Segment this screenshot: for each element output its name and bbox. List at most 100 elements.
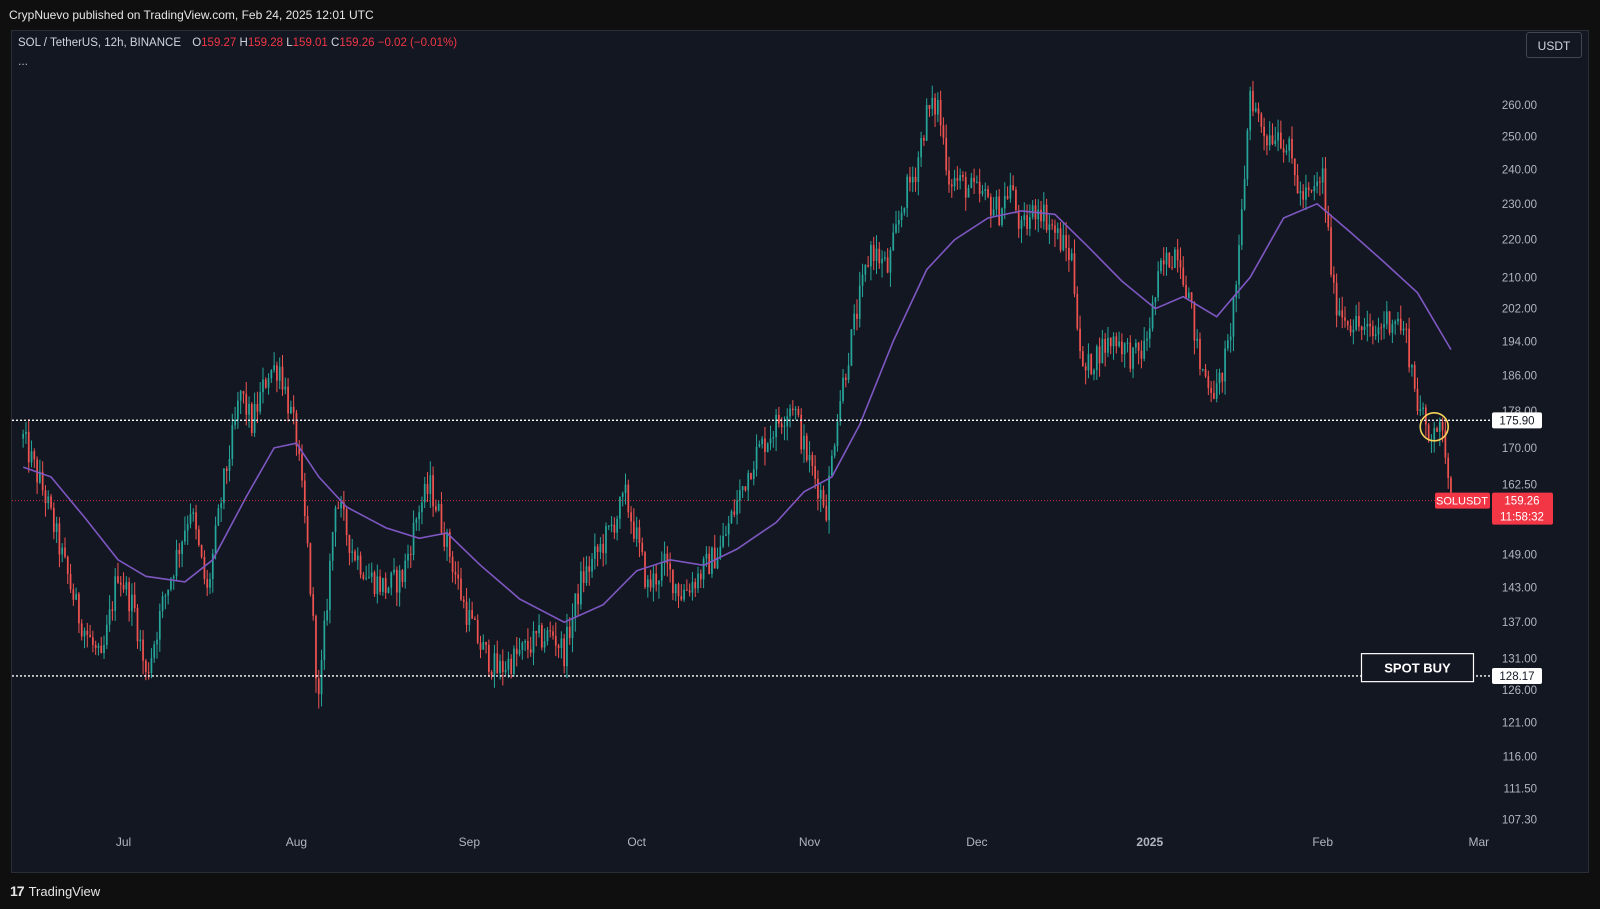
candle-body <box>607 525 610 527</box>
candle-body <box>546 630 549 642</box>
candle <box>97 642 100 656</box>
candle-body <box>914 176 917 182</box>
candle-body <box>1310 189 1313 192</box>
candle <box>1174 246 1176 269</box>
candle <box>931 85 934 117</box>
candle-body <box>22 434 25 439</box>
candle-body <box>295 412 298 446</box>
candle <box>1369 313 1371 337</box>
candle <box>976 175 978 184</box>
candle <box>610 515 613 533</box>
candle <box>1224 340 1226 395</box>
candle <box>197 525 200 547</box>
time-axis-tick: 2025 <box>1136 835 1163 849</box>
candle <box>1162 247 1165 276</box>
candle-body <box>1148 328 1151 339</box>
candle <box>549 621 552 638</box>
candle <box>1324 156 1327 223</box>
candle <box>1157 261 1160 302</box>
candle <box>1380 323 1383 341</box>
candle-body <box>992 209 995 216</box>
currency-button[interactable]: USDT <box>1526 32 1582 58</box>
footer: 17 TradingView <box>0 873 1600 909</box>
candle <box>1182 256 1185 288</box>
candle-body <box>39 471 41 483</box>
candle <box>772 431 775 448</box>
candle-body <box>649 579 652 588</box>
candle-body <box>474 618 476 620</box>
candle-body <box>800 414 803 450</box>
candle <box>117 562 119 584</box>
candle-body <box>259 392 262 412</box>
candle <box>962 171 964 182</box>
candle-body <box>1185 284 1187 299</box>
candle <box>354 549 356 562</box>
candle-body <box>239 391 242 401</box>
candle <box>540 622 543 651</box>
candle-body <box>228 458 231 471</box>
candle-body <box>964 176 967 198</box>
candle <box>267 373 270 395</box>
candle-body <box>172 576 175 579</box>
candle-body <box>856 313 858 319</box>
candle-body <box>962 174 964 177</box>
candle <box>379 569 381 596</box>
candle-body <box>1115 336 1118 347</box>
candle <box>172 574 175 590</box>
candle-body <box>1210 387 1212 393</box>
candle <box>546 626 549 646</box>
candle-body <box>1151 302 1154 329</box>
candle <box>566 613 568 679</box>
candle-body <box>170 578 172 590</box>
candle <box>778 406 780 428</box>
candle-body <box>666 553 669 564</box>
candle <box>1358 301 1360 332</box>
tradingview-logo[interactable]: 17 TradingView <box>10 883 100 899</box>
candle-body <box>942 125 945 138</box>
candle <box>1243 165 1246 211</box>
candle <box>607 525 610 531</box>
candle <box>295 409 298 456</box>
candle-body <box>471 610 473 619</box>
candle-body <box>27 431 30 463</box>
candle-body <box>713 547 716 569</box>
candle-body <box>189 514 192 524</box>
candle-body <box>543 641 546 648</box>
candle-body <box>646 579 649 588</box>
candle <box>599 537 602 560</box>
candle <box>897 210 900 233</box>
candle-body <box>1436 428 1438 432</box>
candle-body <box>527 641 529 650</box>
candle-body <box>750 472 752 480</box>
candle <box>147 662 150 680</box>
candle <box>867 256 869 268</box>
candle <box>345 506 348 546</box>
candle <box>1279 120 1282 150</box>
candle-body <box>370 572 373 577</box>
candle <box>1349 319 1352 337</box>
legend-more-button[interactable]: ... <box>18 54 29 68</box>
candle <box>61 543 64 563</box>
level-price-badge: 175.90 <box>1492 412 1542 429</box>
candle <box>1199 332 1201 376</box>
candle-body <box>237 400 239 420</box>
candle <box>507 651 510 678</box>
candle-body <box>1238 245 1240 285</box>
candle <box>655 564 658 592</box>
candle-body <box>440 503 443 533</box>
candle-body <box>1213 392 1215 399</box>
ohlc-legend: SOL / TetherUS, 12h, BINANCE O159.27 H15… <box>18 37 457 49</box>
candle <box>465 588 468 633</box>
candle-body <box>1224 348 1226 382</box>
candle <box>317 669 320 709</box>
candle-body <box>685 589 688 591</box>
candle-body <box>1143 340 1146 359</box>
candle-body <box>83 630 86 637</box>
candle-body <box>1416 388 1419 412</box>
candle-body <box>1081 351 1084 367</box>
candle-body <box>1226 340 1229 349</box>
candle-body <box>1302 191 1305 200</box>
candle <box>691 572 694 601</box>
candle <box>36 456 38 495</box>
